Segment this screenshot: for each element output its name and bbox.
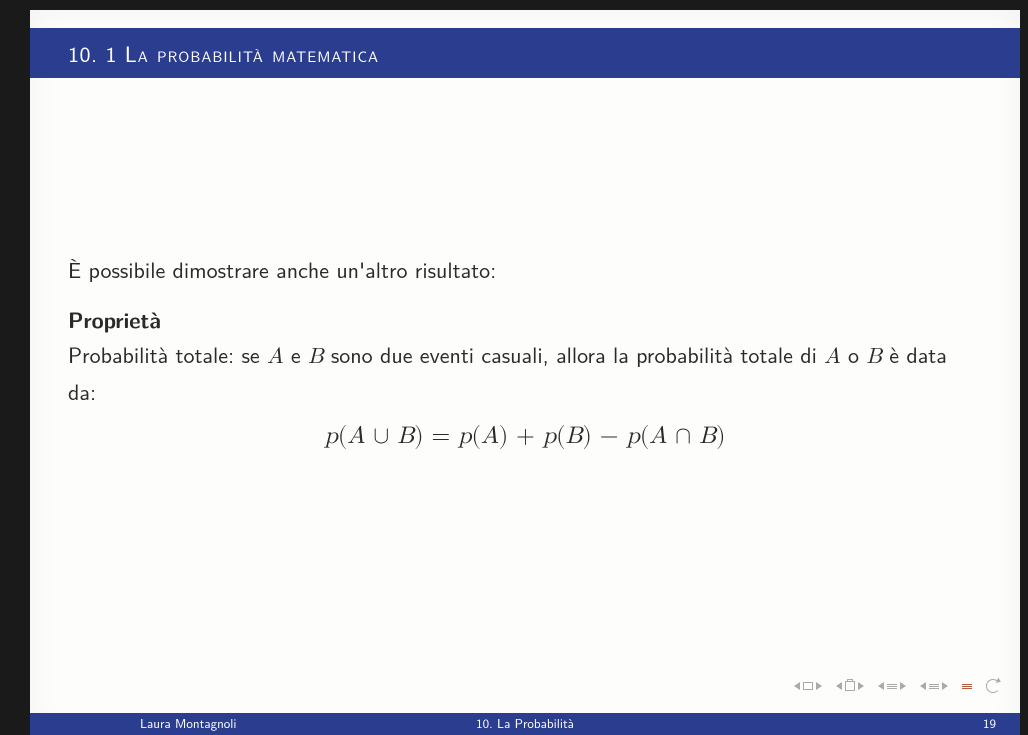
nav-prev-frame-icon [794, 682, 800, 690]
nav-frame-icon [803, 682, 813, 690]
section-header-bar: 10. 1 La probabilità matematica [30, 28, 1020, 78]
footer-author: Laura Montagnoli [140, 714, 237, 733]
nav-prev-doc-icon [920, 682, 926, 690]
section-header: 10. 1 La probabilità matematica [68, 37, 379, 69]
event-B-2: B [866, 346, 882, 368]
nav-appendix-icon[interactable] [962, 684, 972, 689]
footer-page-number: 19 [983, 714, 996, 733]
nav-next-subsection-icon [858, 682, 864, 690]
event-A-2: A [824, 346, 841, 368]
slide-content: È possibile dimostrare anche un'altro ri… [30, 78, 1020, 713]
nav-prev-section-icon [878, 682, 884, 690]
nav-next-doc-icon [942, 682, 948, 690]
slide-footer: Laura Montagnoli 10. La Probabilità 19 [30, 713, 1020, 735]
nav-prev-subsection-icon [836, 682, 842, 690]
nav-section-icon [887, 684, 897, 689]
property-text-2: sono due eventi casuali, allora la proba… [324, 338, 825, 370]
nav-doc-icon [929, 684, 939, 689]
footer-title: 10. La Probabilità [476, 714, 574, 733]
nav-next-section-icon [900, 682, 906, 690]
nav-next-frame-icon [816, 682, 822, 690]
nav-subsection-group[interactable] [836, 681, 864, 691]
nav-subsection-icon [845, 681, 855, 691]
property-and: e [284, 338, 308, 370]
property-body: Probabilità totale: se A e B sono due ev… [68, 337, 982, 408]
property-or: o [841, 338, 867, 370]
property-heading: Proprietà [68, 303, 982, 335]
nav-doc-group[interactable] [920, 682, 948, 690]
beamer-nav-bar [794, 679, 1000, 693]
nav-section-group[interactable] [878, 682, 906, 690]
property-text-1: Probabilità totale: se [68, 338, 267, 370]
section-title: La probabilità matematica [125, 37, 379, 69]
nav-frame-group[interactable] [794, 682, 822, 690]
event-A: A [267, 346, 284, 368]
slide-frame: 10. 1 La probabilità matematica È possib… [30, 10, 1020, 735]
section-number: 10. 1 [68, 37, 117, 69]
nav-back-icon[interactable] [986, 679, 1000, 693]
total-probability-formula: p(A ∪ B) = p(A) + p(B) − p(A ∩ B) [68, 422, 982, 451]
intro-text: È possibile dimostrare anche un'altro ri… [68, 253, 982, 285]
event-B: B [308, 346, 324, 368]
